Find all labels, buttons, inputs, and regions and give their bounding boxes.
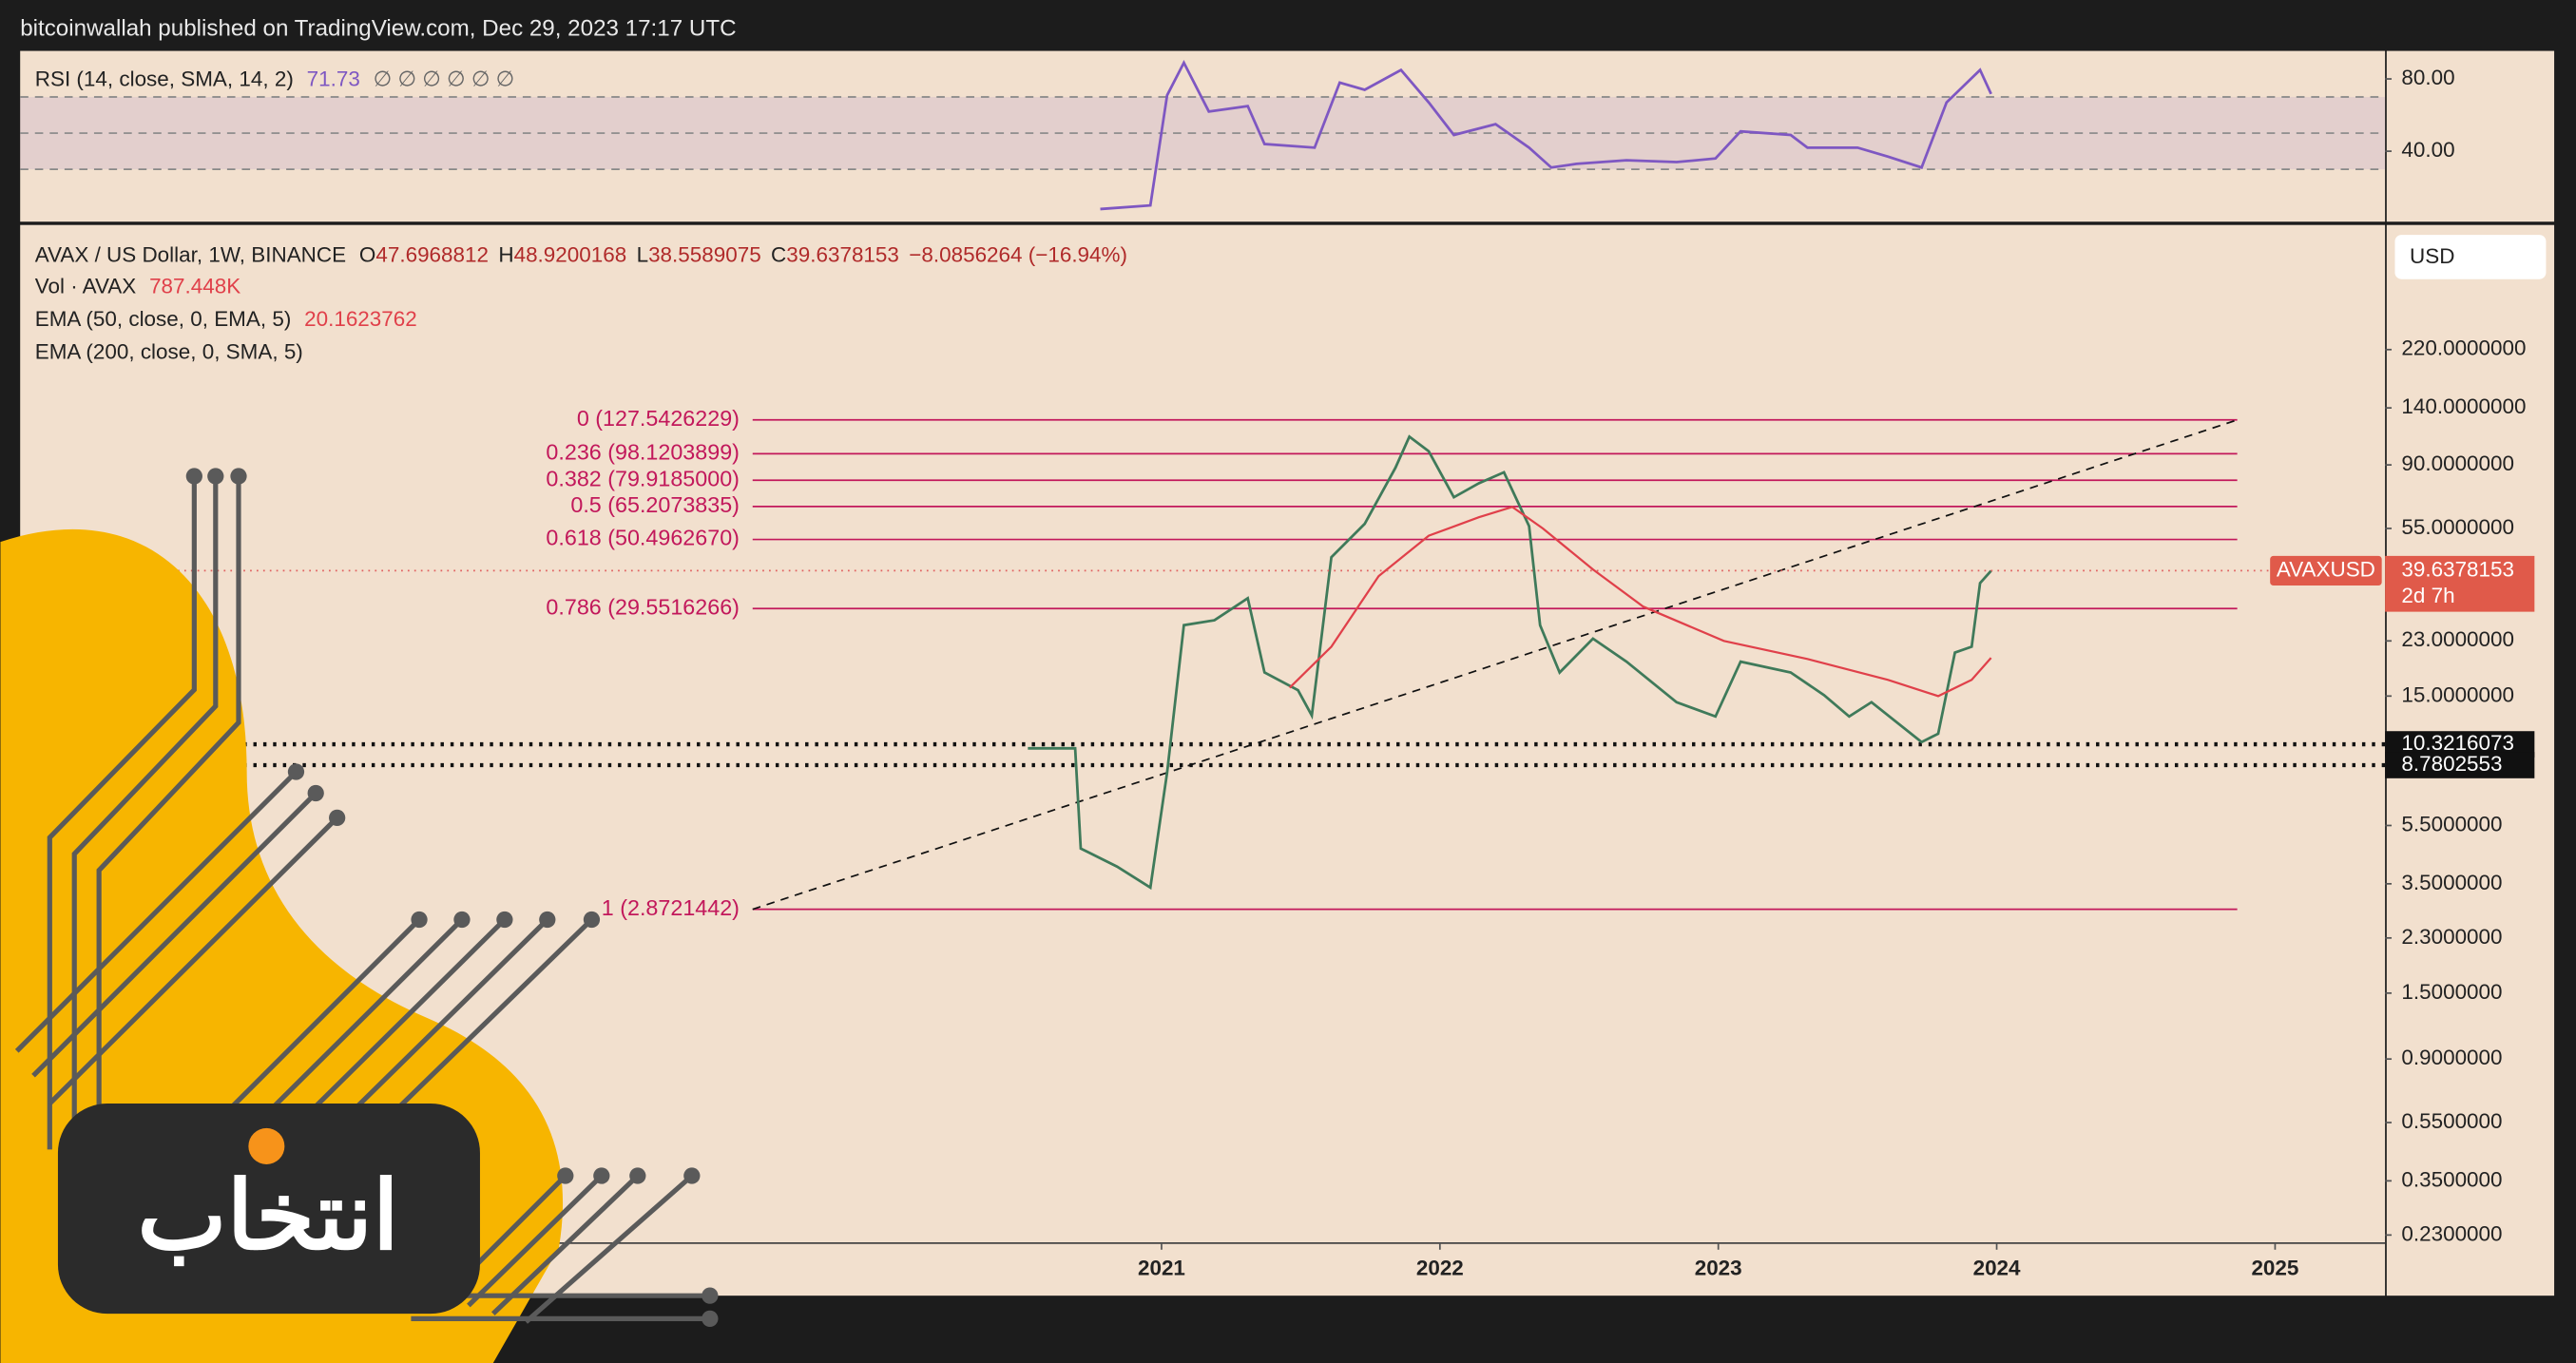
- o-label: O: [359, 242, 375, 266]
- fib-label: 1 (2.8721442): [602, 895, 740, 920]
- countdown-label: 2d 7h: [2401, 584, 2454, 607]
- y-tick-label: 55.0000000: [2401, 515, 2514, 539]
- y-tick-label: 0.5500000: [2401, 1109, 2502, 1133]
- support-label: 8.7802553: [2401, 752, 2502, 776]
- trend-line: [752, 418, 2238, 911]
- o-value: 47.6968812: [375, 242, 489, 266]
- series-line: [1028, 434, 1992, 891]
- l-label: L: [637, 242, 649, 266]
- y-tick-label: 80.00: [2401, 66, 2454, 89]
- h-label: H: [498, 242, 513, 266]
- fib-label: 0.236 (98.1203899): [546, 440, 740, 465]
- y-tick-label: 140.0000000: [2401, 394, 2526, 418]
- symbol-tag: [2270, 555, 2382, 586]
- y-tick-label: 0.3500000: [2401, 1167, 2502, 1191]
- x-tick-label: 2024: [1973, 1256, 2021, 1279]
- rsi-extra: ∅ ∅ ∅ ∅ ∅ ∅: [374, 67, 515, 91]
- series-line: [1288, 506, 1992, 698]
- ema50-value: 20.1623762: [304, 307, 417, 331]
- vol-legend: Vol · AVAX 787.448K: [35, 274, 240, 298]
- change: −8.0856264 (−16.94%): [909, 242, 1127, 266]
- rsi-title: RSI (14, close, SMA, 14, 2): [35, 67, 294, 91]
- y-tick-label: 2.3000000: [2401, 925, 2502, 949]
- fib-label: 0.786 (29.5516266): [546, 594, 740, 619]
- x-tick-label: 2022: [1416, 1256, 1464, 1279]
- watermark-logo: انتخاب: [0, 468, 719, 1363]
- currency-label[interactable]: USD: [2410, 244, 2454, 268]
- fib-label: 0.618 (50.4962670): [546, 526, 740, 550]
- logo-dots: [185, 468, 719, 1327]
- series-line: [1100, 59, 1992, 211]
- symbol-legend: AVAX / US Dollar, 1W, BINANCE O47.6968812…: [35, 242, 1127, 266]
- vol-title: Vol · AVAX: [35, 274, 137, 298]
- fib-label: 0.5 (65.2073835): [570, 492, 740, 517]
- x-tick-label: 2025: [2251, 1256, 2298, 1279]
- y-tick-label: 40.00: [2401, 138, 2454, 162]
- l-value: 38.5589075: [648, 242, 761, 266]
- ema200-legend: EMA (200, close, 0, SMA, 5): [35, 339, 303, 363]
- c-value: 39.6378153: [786, 242, 899, 266]
- support-tag: [2385, 752, 2535, 778]
- symbol-tag-label: AVAXUSD: [2277, 557, 2375, 581]
- price-tag-label: 39.6378153: [2401, 557, 2514, 581]
- logo-coin: [248, 1127, 285, 1164]
- fib-label: 0.382 (79.9185000): [546, 466, 740, 490]
- h-value: 48.9200168: [514, 242, 627, 266]
- c-label: C: [771, 242, 786, 266]
- rsi-value: 71.73: [307, 67, 360, 91]
- support-label: 10.3216073: [2401, 731, 2514, 755]
- vol-value: 787.448K: [149, 274, 240, 298]
- currency-button[interactable]: [2394, 235, 2547, 279]
- logo-box: [57, 1104, 480, 1315]
- logo-text: انتخاب: [137, 1163, 398, 1270]
- ema50-legend: EMA (50, close, 0, EMA, 5) 20.1623762: [35, 307, 417, 331]
- y-tick-label: 90.0000000: [2401, 451, 2514, 475]
- y-tick-label: 0.2300000: [2401, 1221, 2502, 1245]
- price-tag: [2385, 555, 2535, 612]
- rsi-pane: [20, 50, 2386, 222]
- fib-label: 0 (127.5426229): [577, 406, 740, 431]
- y-tick-label: 15.0000000: [2401, 682, 2514, 706]
- rsi-legend: RSI (14, close, SMA, 14, 2) 71.73 ∅ ∅ ∅ ∅ …: [35, 67, 514, 91]
- y-tick-label: 23.0000000: [2401, 627, 2514, 651]
- publisher: bitcoinwallah published on TradingView.c…: [20, 15, 736, 41]
- y-tick-label: 0.9000000: [2401, 1046, 2502, 1069]
- y-tick-label: 1.5000000: [2401, 980, 2502, 1004]
- y-tick-label: 220.0000000: [2401, 336, 2526, 360]
- ema50-title: EMA (50, close, 0, EMA, 5): [35, 307, 292, 331]
- symbol: AVAX / US Dollar, 1W, BINANCE: [35, 242, 346, 266]
- y-tick-label: 3.5000000: [2401, 871, 2502, 894]
- y-tick-label: 5.5000000: [2401, 812, 2502, 835]
- x-tick-label: 2023: [1695, 1256, 1742, 1279]
- rsi-scale: [2386, 50, 2555, 222]
- x-tick-label: 2021: [1138, 1256, 1185, 1279]
